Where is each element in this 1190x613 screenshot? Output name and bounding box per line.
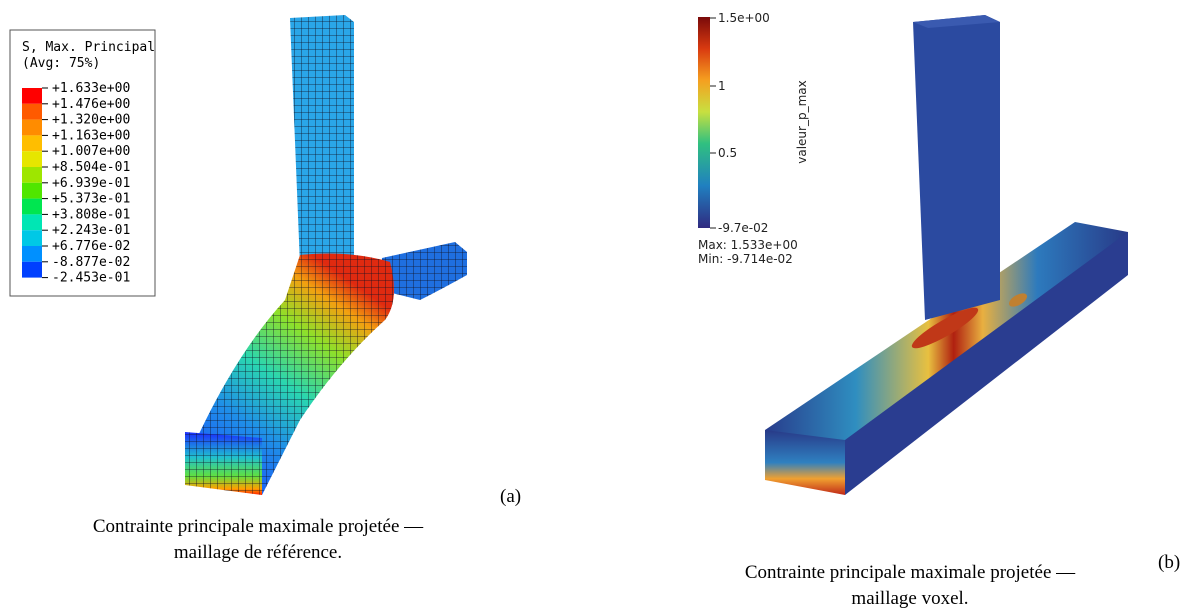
caption-line: maillage de référence. [174, 542, 342, 563]
legend-swatch [22, 261, 42, 278]
legend-label: +6.939e-01 [52, 176, 130, 191]
legend-title: S, Max. Principal [22, 40, 155, 55]
legend-label: +3.808e-01 [52, 207, 130, 222]
color-bar-title: valeur_p_max [795, 80, 809, 163]
legend-subtitle: (Avg: 75%) [22, 56, 100, 71]
legend-label: +5.373e-01 [52, 192, 130, 207]
legend-swatch [22, 214, 42, 231]
caption-line: maillage voxel. [851, 588, 968, 609]
color-bar-ticks: 1.5e+00 1 0.5 -9.7e-02 [710, 11, 770, 235]
legend-swatch [22, 246, 42, 262]
color-bar-tick-label: 0.5 [718, 146, 737, 160]
legend-swatch [22, 88, 42, 104]
panel-tag: (b) [1158, 552, 1180, 573]
voxel-model-b [765, 15, 1128, 495]
legend-label: +1.007e+00 [52, 144, 130, 159]
legend-label: -2.453e-01 [52, 271, 130, 286]
panel-tag: (a) [500, 486, 521, 507]
legend-entries: +1.633e+00+1.476e+00+1.320e+00+1.163e+00… [22, 81, 130, 286]
color-bar-tick-label: 1 [718, 79, 726, 93]
legend-label: +2.243e-01 [52, 223, 130, 238]
caption-line: Contrainte principale maximale projetée … [745, 562, 1076, 583]
legend-label: +1.163e+00 [52, 128, 130, 143]
caption-line: Contrainte principale maximale projetée … [93, 516, 424, 537]
legend-swatch [22, 182, 42, 199]
legend-label: -8.877e-02 [52, 255, 130, 270]
min-label: Min: -9.714e-02 [698, 252, 793, 266]
legend-swatch [22, 230, 42, 246]
legend-swatch [22, 119, 42, 136]
max-label: Max: 1.533e+00 [698, 238, 798, 252]
legend-label: +8.504e-01 [52, 160, 130, 175]
color-bar [698, 17, 710, 228]
legend-swatch [22, 198, 42, 215]
mesh-model-a [185, 15, 467, 495]
legend-swatch [22, 103, 42, 120]
legend-label: +1.476e+00 [52, 97, 130, 112]
legend-swatch [22, 167, 42, 183]
legend-label: +6.776e-02 [52, 239, 130, 254]
legend-label: +1.320e+00 [52, 113, 130, 128]
legend-swatch [22, 151, 42, 167]
legend-swatch [22, 135, 42, 152]
color-bar-tick-label: 1.5e+00 [718, 11, 770, 25]
legend-label: +1.633e+00 [52, 81, 130, 96]
color-bar-tick-label: -9.7e-02 [718, 221, 768, 235]
